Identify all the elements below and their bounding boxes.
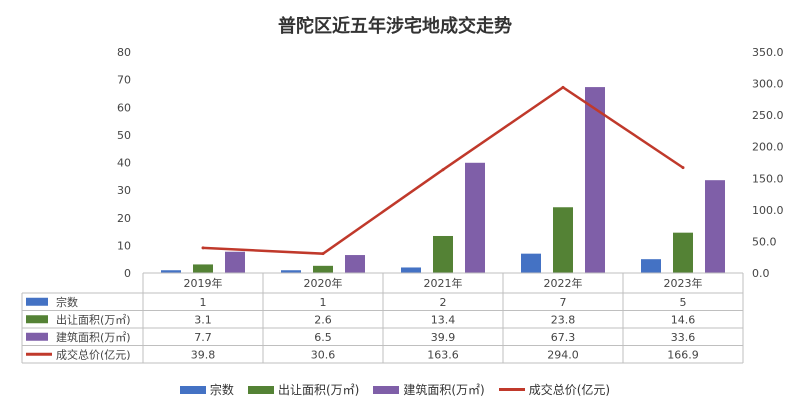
legend-label-count: 宗数 <box>209 383 234 397</box>
table-cell-value: 2.6 <box>314 313 332 326</box>
bar-2-1 <box>193 264 213 273</box>
table-cell-value: 2 <box>440 296 447 309</box>
table-cell-value: 39.8 <box>191 348 216 361</box>
legend-item-total-price: 成交总价(亿元) <box>498 381 611 398</box>
table-cell-value: 3.1 <box>194 313 212 326</box>
table-cell-value: 13.4 <box>431 313 456 326</box>
table-cell-value: 67.3 <box>551 331 576 344</box>
table-row-label: 建筑面积(万㎡) <box>56 330 131 344</box>
left-axis-tick-label: 80 <box>117 46 131 59</box>
left-axis-tick-label: 40 <box>117 157 131 170</box>
chart-title: 普陀区近五年涉宅地成交走势 <box>278 16 512 37</box>
bar-2-5 <box>673 232 693 273</box>
table-cell-value: 1 <box>320 296 327 309</box>
bar-1-5 <box>641 259 661 273</box>
line-point-4 <box>561 85 565 89</box>
left-axis-tick-label: 50 <box>117 129 131 142</box>
legend-item-land-area: 出让面积(万㎡) <box>247 381 360 398</box>
bar-3-2 <box>345 255 365 273</box>
table-row-label: 成交总价(亿元) <box>56 347 131 361</box>
legend-swatch-count <box>179 385 206 394</box>
line-point-3 <box>441 168 445 172</box>
bar-3-4 <box>585 87 605 274</box>
bar-1-2 <box>281 270 301 273</box>
legend-swatch-land-area <box>247 385 274 394</box>
right-axis-tick-label: 50.0 <box>752 235 777 248</box>
legend-label-land-area: 出让面积(万㎡) <box>277 383 360 397</box>
right-axis-tick-label: 200.0 <box>752 141 784 154</box>
legend-item-count: 宗数 <box>179 381 234 398</box>
table-cell-value: 6.5 <box>314 331 332 344</box>
bar-2-4 <box>553 207 573 273</box>
legend-label-total-price: 成交总价(亿元) <box>528 383 611 397</box>
left-axis-tick-label: 30 <box>117 184 131 197</box>
line-point-1 <box>201 246 205 250</box>
category-label: 2020年 <box>304 276 343 290</box>
bar-3-5 <box>705 180 725 273</box>
legend-swatch-building-area <box>373 385 400 394</box>
table-cell-value: 166.9 <box>667 348 699 361</box>
category-label: 2022年 <box>544 276 583 290</box>
category-label: 2019年 <box>184 276 223 290</box>
right-axis-tick-label: 150.0 <box>752 172 784 185</box>
bar-3-3 <box>465 162 485 273</box>
bar-1-4 <box>521 253 541 273</box>
left-axis-tick-label: 10 <box>117 239 131 252</box>
right-axis-tick-label: 0.0 <box>752 267 770 280</box>
right-axis-tick-label: 300.0 <box>752 78 784 91</box>
chart-legend: 宗数 出让面积(万㎡) 建筑面积(万㎡) 成交总价(亿元) <box>0 381 790 398</box>
bar-2-3 <box>433 235 453 273</box>
category-label: 2023年 <box>664 276 703 290</box>
table-cell-value: 23.8 <box>551 313 576 326</box>
table-cell-value: 30.6 <box>311 348 336 361</box>
legend-label-building-area: 建筑面积(万㎡) <box>403 383 485 397</box>
table-row-label: 宗数 <box>56 295 78 309</box>
legend-item-building-area: 建筑面积(万㎡) <box>373 381 485 398</box>
table-swatch-bar <box>26 297 48 306</box>
table-swatch-line <box>26 352 52 356</box>
bar-1-1 <box>161 270 181 273</box>
table-cell-value: 14.6 <box>671 313 696 326</box>
table-row-label: 出让面积(万㎡) <box>56 312 131 326</box>
left-axis-tick-label: 0 <box>124 267 131 280</box>
table-cell-value: 5 <box>680 296 687 309</box>
bar-3-1 <box>225 251 245 273</box>
left-axis-tick-label: 70 <box>117 74 131 87</box>
table-cell-value: 33.6 <box>671 331 696 344</box>
bar-2-2 <box>313 265 333 273</box>
line-point-2 <box>321 252 325 256</box>
table-swatch-bar <box>26 332 48 341</box>
right-axis-tick-label: 100.0 <box>752 204 784 217</box>
table-cell-value: 39.9 <box>431 331 456 344</box>
left-axis-tick-label: 20 <box>117 212 131 225</box>
right-axis-tick-label: 250.0 <box>752 109 784 122</box>
table-cell-value: 1 <box>200 296 207 309</box>
legend-swatch-total-price <box>498 388 525 391</box>
category-label: 2021年 <box>424 276 463 290</box>
table-cell-value: 7 <box>560 296 567 309</box>
left-axis-tick-label: 60 <box>117 101 131 114</box>
bar-1-3 <box>401 267 421 273</box>
line-point-5 <box>681 166 685 170</box>
table-cell-value: 294.0 <box>547 348 579 361</box>
table-swatch-bar <box>26 315 48 324</box>
table-cell-value: 163.6 <box>427 348 459 361</box>
table-cell-value: 7.7 <box>194 331 212 344</box>
right-axis-tick-label: 350.0 <box>752 46 784 59</box>
